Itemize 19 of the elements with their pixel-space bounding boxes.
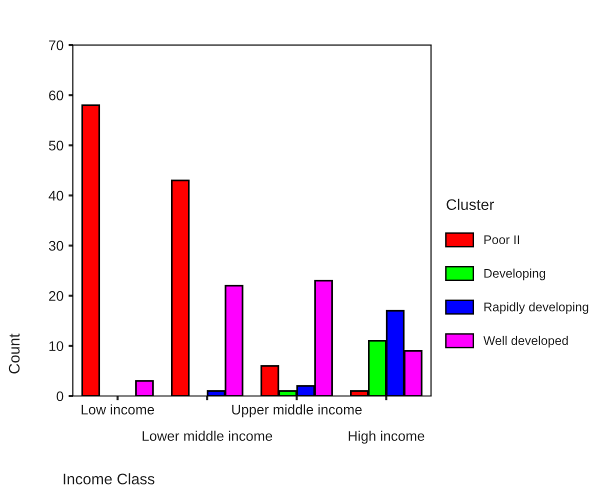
y-tick-label: 0 [56,391,64,402]
y-tick-label: 70 [49,40,64,50]
y-tick-label: 30 [48,240,64,251]
y-tick-label: 10 [49,341,64,352]
x-tick-label: High income [348,430,424,444]
legend-label: Well developed [483,336,568,348]
legend-title: Cluster [446,198,494,210]
y-tick-label: 20 [49,291,64,301]
legend-label: Rapidly developing [484,302,588,314]
x-tick-label: Low income [82,404,154,415]
y-tick-label: 50 [48,140,64,150]
legend-label: Poor II [484,235,520,244]
legend-label: Developing [484,268,546,280]
y-tick-label: 60 [49,90,64,100]
x-axis-title: Income Class [64,473,154,484]
y-axis-title: Count [8,334,20,374]
y-tick-label: 40 [48,190,64,201]
x-tick-label: Upper middle income [232,404,362,418]
x-tick-label: Lower middle income [142,430,272,441]
